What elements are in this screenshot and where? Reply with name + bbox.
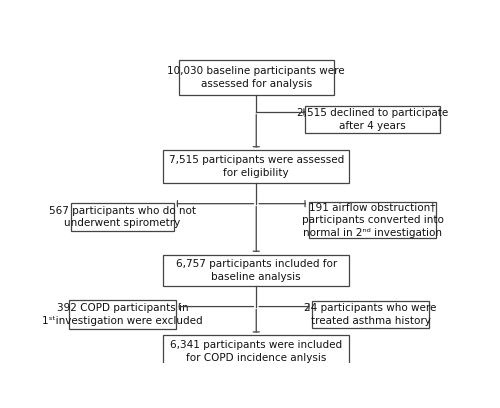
- FancyBboxPatch shape: [304, 106, 440, 133]
- Text: 10,030 baseline participants were
assessed for analysis: 10,030 baseline participants were assess…: [168, 66, 345, 89]
- FancyBboxPatch shape: [71, 203, 174, 231]
- Text: 567 participants who do not
underwent spirometry: 567 participants who do not underwent sp…: [49, 206, 196, 228]
- FancyBboxPatch shape: [163, 255, 349, 286]
- Text: 7,515 participants were assessed
for eligibility: 7,515 participants were assessed for eli…: [168, 155, 344, 178]
- FancyBboxPatch shape: [163, 150, 349, 183]
- FancyBboxPatch shape: [163, 335, 349, 367]
- Text: 2,515 declined to participate
after 4 years: 2,515 declined to participate after 4 ye…: [297, 108, 448, 131]
- FancyBboxPatch shape: [312, 301, 428, 328]
- FancyBboxPatch shape: [308, 202, 436, 238]
- FancyBboxPatch shape: [70, 300, 176, 328]
- Text: 191 airflow obstruction†
participants converted into
normal in 2ⁿᵈ investigation: 191 airflow obstruction† participants co…: [302, 202, 444, 238]
- Text: 6,341 participants were included
for COPD incidence anlysis: 6,341 participants were included for COP…: [170, 340, 342, 363]
- Text: 6,757 participants included for
baseline analysis: 6,757 participants included for baseline…: [176, 259, 337, 282]
- Text: 392 COPD participants in
1ˢᵗinvestigation were excluded: 392 COPD participants in 1ˢᵗinvestigatio…: [42, 303, 203, 326]
- Text: 24 participants who were
treated asthma history: 24 participants who were treated asthma …: [304, 303, 437, 326]
- FancyBboxPatch shape: [179, 60, 334, 95]
